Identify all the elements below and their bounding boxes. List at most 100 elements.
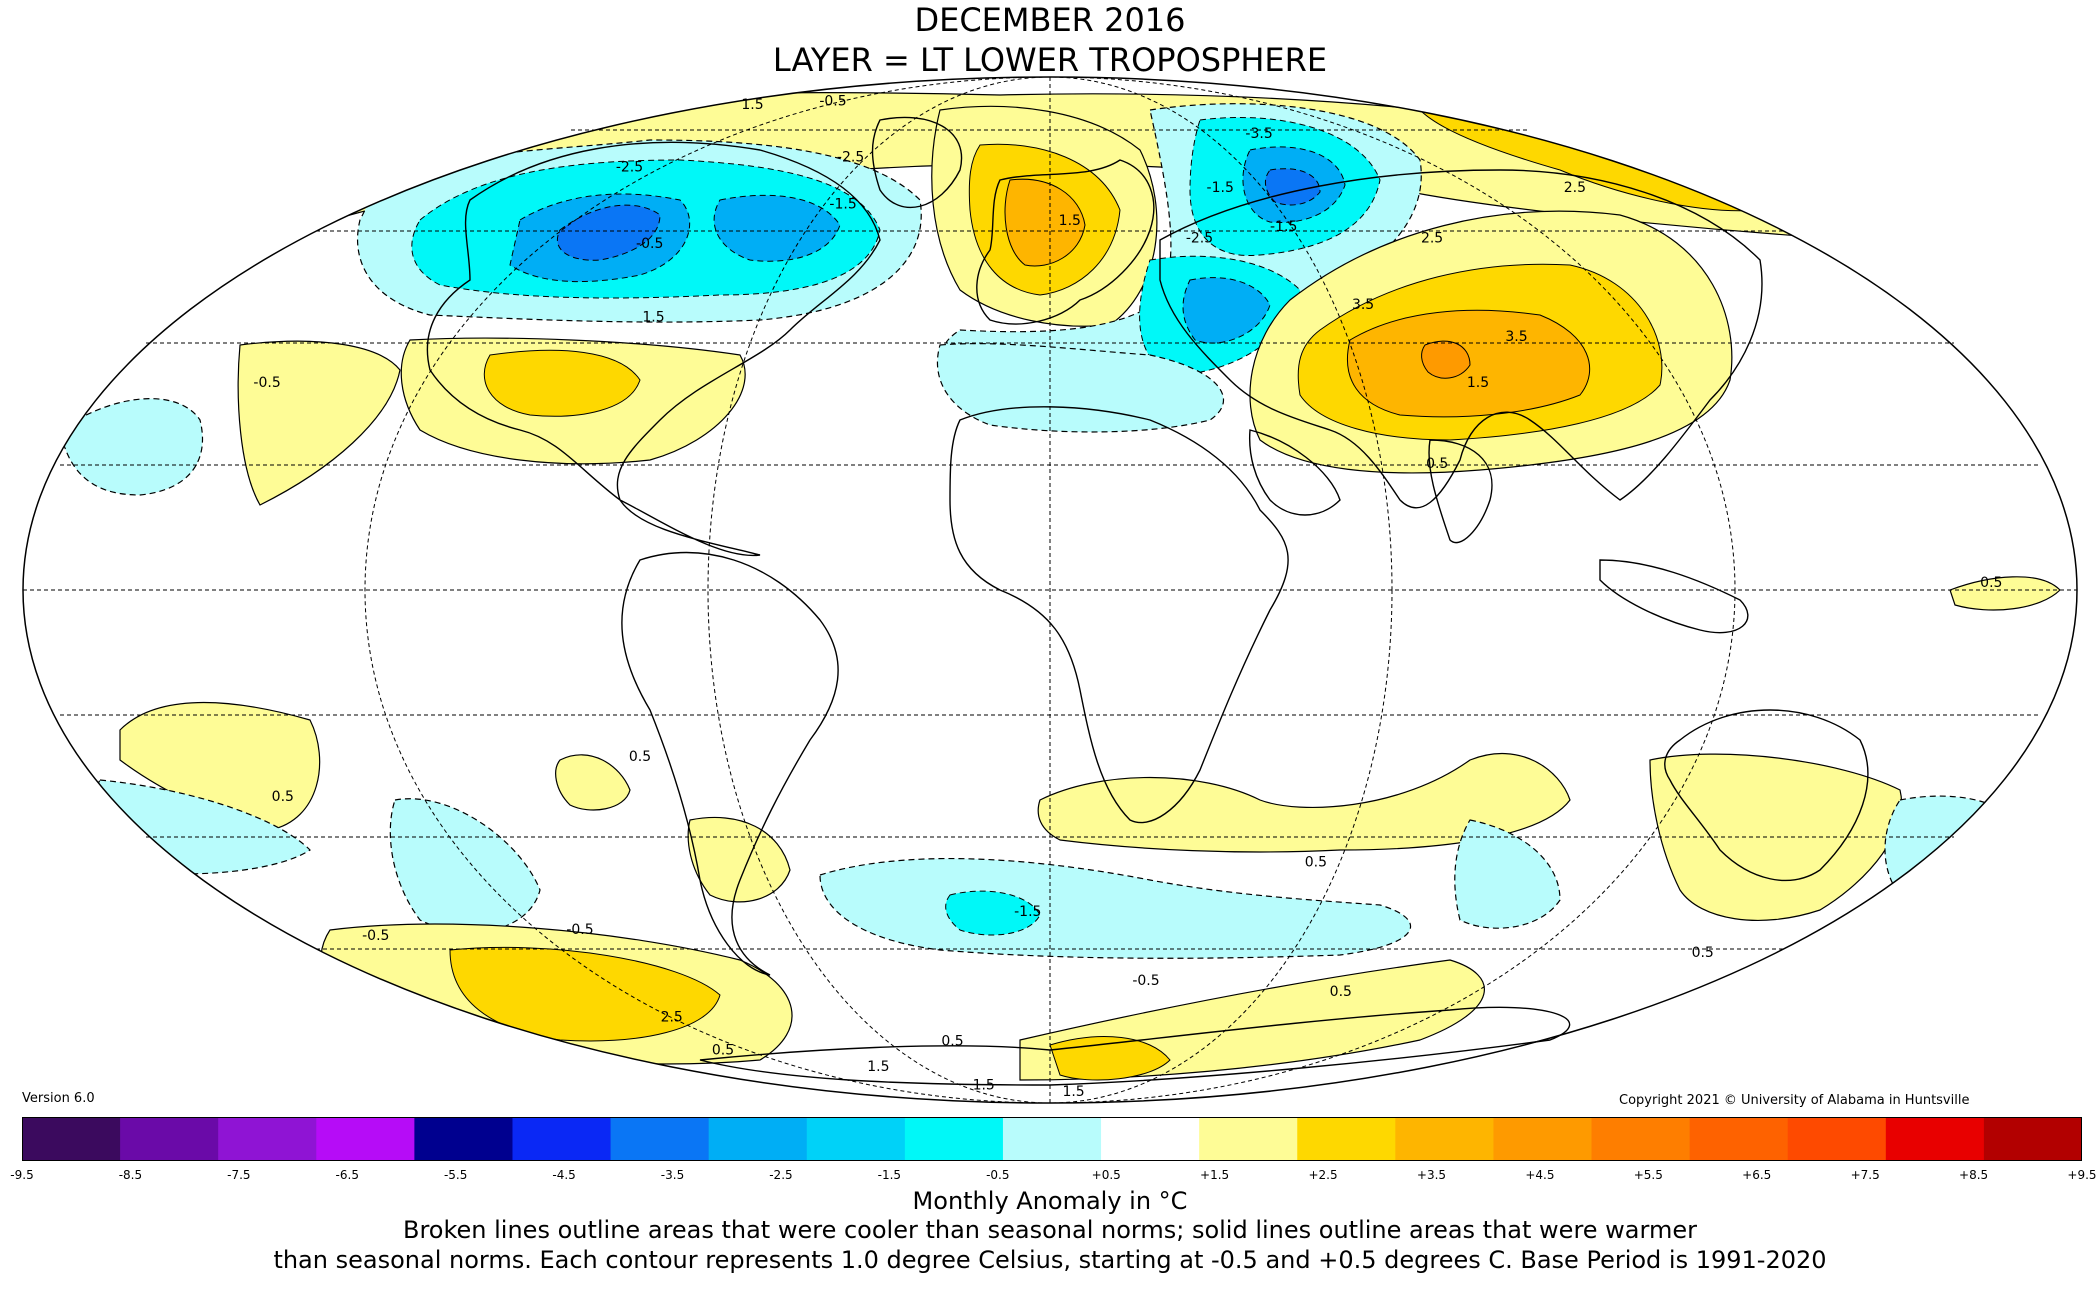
indonesia-coast [1599, 559, 1749, 634]
colorbar-swatch [316, 1117, 415, 1161]
contour-label: -2.5 [616, 159, 643, 175]
legend-note-line1: Broken lines outline areas that were coo… [403, 1216, 1697, 1244]
contour-label: 0.5 [1692, 945, 1714, 961]
colorbar-tick-label: +6.5 [1742, 1168, 1772, 1182]
contour-label: 0.5 [629, 749, 651, 765]
colorbar-swatch [1983, 1117, 2082, 1161]
contour-label: -2.5 [1186, 230, 1213, 246]
contour-label: 0.5 [1426, 456, 1448, 472]
cold-region-south-atlantic [819, 858, 1412, 959]
contour-label: -1.5 [829, 196, 856, 212]
contour-label: 0.5 [1980, 575, 2002, 591]
colorbar-tick-label: +0.5 [1091, 1168, 1121, 1182]
colorbar-title: Monthly Anomaly in °C [912, 1187, 1188, 1215]
colorbar-swatch [218, 1117, 317, 1161]
colorbar-swatch [22, 1117, 121, 1161]
antarctica-coast [699, 1006, 1571, 1086]
warm-core-antarctic-west [449, 946, 721, 1042]
colorbar-swatch [1689, 1117, 1789, 1161]
warm-region-southern-africa [1037, 752, 1571, 853]
colorbar-swatch [1591, 1117, 1691, 1161]
cold-region-southern-ocean [1884, 795, 2011, 896]
contour-label: 1.5 [1059, 213, 1081, 229]
colorbar-tick-label: -2.5 [769, 1168, 793, 1182]
warm-core-usa [483, 349, 641, 417]
cold-core-siberia-center [1264, 168, 1321, 206]
europe-coast [976, 159, 1155, 325]
contour-label: 0.5 [1330, 984, 1352, 1000]
contour-label: 3.5 [1352, 297, 1374, 313]
colorbar-tick-label: -8.5 [118, 1168, 143, 1182]
contour-label: 0.5 [712, 1043, 734, 1059]
contour-label: 1.5 [867, 1059, 889, 1075]
contour-label: 1.5 [1062, 1084, 1084, 1100]
colorbar-tick-label: -5.5 [443, 1168, 468, 1182]
legend-note-line2: than seasonal norms. Each contour repres… [273, 1246, 1827, 1274]
colorbar-tick-label: +2.5 [1308, 1168, 1338, 1182]
cold-core-eastern-europe-inner [1182, 277, 1271, 344]
contour-label: 2.5 [1421, 230, 1443, 246]
colorbar-swatch [610, 1117, 710, 1161]
layer-subtitle: LAYER = LT LOWER TROPOSPHERE [772, 41, 1328, 79]
arabia-coast [1248, 429, 1341, 516]
contour-label: 0.5 [272, 789, 294, 805]
contour-label: 2.5 [1564, 180, 1586, 196]
colorbar-swatch [1885, 1117, 1985, 1161]
colorbar-tick-label: +1.5 [1200, 1168, 1230, 1182]
colorbar-swatch [1787, 1117, 1887, 1161]
warm-region-south-pacific-2 [555, 754, 631, 811]
colorbar-swatch [1297, 1117, 1396, 1161]
warm-region-australia [1649, 753, 1903, 921]
cold-region-north-africa [936, 343, 1224, 433]
north-america-coast [426, 141, 881, 557]
colorbar-swatch [1002, 1117, 1102, 1161]
colorbar-swatch [1199, 1117, 1298, 1161]
colorbar-swatch [512, 1117, 612, 1161]
contour-label: 1.5 [1467, 375, 1489, 391]
colorbar-tick-label: -3.5 [660, 1168, 685, 1182]
cold-region-pacific-ne [59, 398, 204, 496]
contour-labels: 1.5 -0.5 -2.5 -2.5 -1.5 -0.5 1.5 -0.5 1.5 -3.5 -1.… [253, 93, 2002, 1100]
asia-coast [1159, 169, 1763, 509]
colorbar-tick-label: +5.5 [1633, 1168, 1663, 1182]
colorbar-swatch [1493, 1117, 1593, 1161]
cold-core-canada-inner [557, 204, 661, 261]
contour-label: -0.5 [566, 922, 593, 938]
contour-label: -0.5 [1132, 973, 1159, 989]
colorbar-tick-label: -9.5 [10, 1168, 34, 1182]
colorbar-swatch [414, 1117, 513, 1161]
colorbar-border [22, 1117, 2082, 1161]
cold-core-hudson [713, 194, 841, 262]
colorbar-tick-label: +7.5 [1850, 1168, 1880, 1182]
india-coast [1428, 439, 1493, 544]
colorbar-swatch [904, 1117, 1004, 1161]
contour-label: 1.5 [973, 1078, 995, 1094]
contour-label: -0.5 [819, 93, 846, 109]
mollweide-anomaly-map: 1.5 -0.5 -2.5 -2.5 -1.5 -0.5 1.5 -0.5 1.5 -3.5 -1.… [22, 76, 2078, 1104]
warm-core-asia-hot [1421, 340, 1471, 379]
contour-label: -3.5 [1245, 126, 1272, 142]
copyright-notice: Copyright 2021 © University of Alabama i… [1619, 1093, 1970, 1108]
globe-outline [22, 76, 2078, 1104]
colorbar-swatch [1395, 1117, 1494, 1161]
contour-label: 0.5 [941, 1034, 963, 1050]
warm-core-europe-inner [1004, 178, 1086, 267]
cold-core-south-atlantic [945, 890, 1041, 936]
warm-region-argentina [687, 816, 791, 903]
south-america-coast [621, 551, 839, 976]
colorbar-tick-label: +4.5 [1525, 1168, 1555, 1182]
contour-label: -0.5 [253, 375, 280, 391]
colorbar-swatch [120, 1117, 219, 1161]
colorbar-tick-label: -4.5 [552, 1168, 576, 1182]
coastlines [426, 116, 1869, 1086]
contour-label: -1.5 [1207, 180, 1234, 196]
contour-label: 3.5 [1505, 329, 1527, 345]
anomaly-colorbar [22, 1117, 2082, 1161]
contour-label: -1.5 [1014, 904, 1041, 920]
colorbar-tick-label: +8.5 [1959, 1168, 1989, 1182]
version-label: Version 6.0 [22, 1091, 95, 1106]
colorbar-tick-label: -6.5 [335, 1168, 359, 1182]
colorbar-tick-label: -1.5 [877, 1168, 902, 1182]
contour-label: 0.5 [1305, 854, 1327, 870]
colorbar-swatch [708, 1117, 808, 1161]
